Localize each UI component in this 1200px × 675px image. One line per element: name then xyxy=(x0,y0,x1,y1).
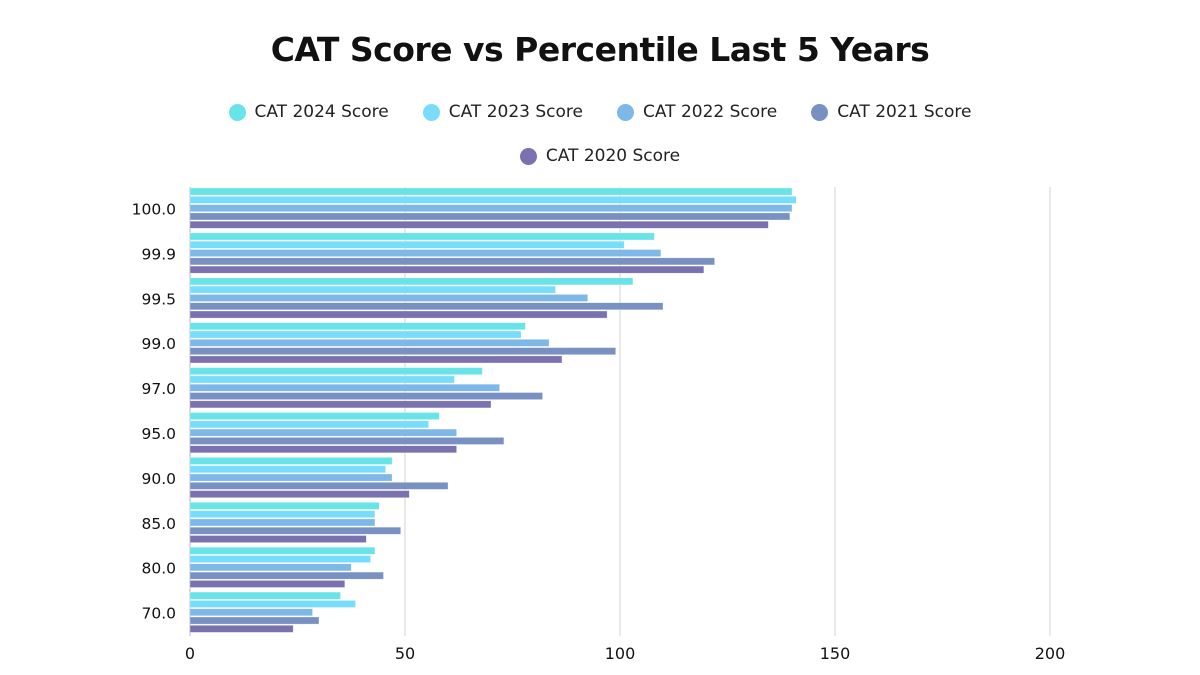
legend-item-2023: CAT 2023 Score xyxy=(422,102,583,122)
bar-cat-2023-score-100.0 xyxy=(189,196,797,204)
bar-cat-2024-score-90.0 xyxy=(189,457,393,465)
y-tick-label: 85.0 xyxy=(141,515,176,533)
bar-cat-2021-score-97.0 xyxy=(189,392,543,400)
y-tick-label: 95.0 xyxy=(141,425,176,443)
bar-cat-2023-score-97.0 xyxy=(189,375,455,384)
bar-cat-2021-score-80.0 xyxy=(189,571,384,580)
y-tick-label: 99.9 xyxy=(141,245,176,263)
legend-label: CAT 2024 Score xyxy=(254,102,389,122)
bar-cat-2020-score-70.0 xyxy=(189,624,294,633)
legend-item-2020: CAT 2020 Score xyxy=(519,146,681,166)
bar-cat-2023-score-90.0 xyxy=(189,465,386,474)
legend-row-2: CAT 2020 Score xyxy=(0,146,1200,166)
bar-cat-2021-score-90.0 xyxy=(189,481,449,490)
bar-cat-2022-score-95.0 xyxy=(189,428,457,437)
x-tick-label: 200 xyxy=(1035,644,1066,663)
bar-cat-2022-score-97.0 xyxy=(189,383,500,392)
y-tick-label: 70.0 xyxy=(141,605,176,623)
bar-cat-2022-score-99.5 xyxy=(189,294,589,302)
x-tick-label: 150 xyxy=(820,644,851,663)
bar-cat-2022-score-90.0 xyxy=(189,473,393,482)
bar-cat-2021-score-100.0 xyxy=(189,212,791,221)
bar-cat-2020-score-85.0 xyxy=(189,535,367,543)
bar-cat-2022-score-99.9 xyxy=(189,249,662,257)
bar-cat-2020-score-100.0 xyxy=(189,220,769,229)
bar-cat-2023-score-99.0 xyxy=(189,330,522,339)
bar-cat-2020-score-99.5 xyxy=(189,310,608,319)
chart-title: CAT Score vs Percentile Last 5 Years xyxy=(270,30,930,69)
bar-cat-2024-score-99.5 xyxy=(189,277,634,286)
bar-cat-2023-score-99.9 xyxy=(189,240,625,249)
bar-cat-2021-score-99.0 xyxy=(189,347,617,356)
y-tick-label: 99.0 xyxy=(141,335,176,353)
bar-cat-2023-score-85.0 xyxy=(189,510,376,519)
bar-cat-2021-score-85.0 xyxy=(189,526,401,535)
bar-cat-2021-score-70.0 xyxy=(189,616,320,625)
legend-item-2021: CAT 2021 Score xyxy=(811,102,972,122)
bar-cat-2020-score-90.0 xyxy=(189,490,410,499)
bar-cat-2020-score-99.9 xyxy=(189,265,705,274)
bar-cat-2020-score-80.0 xyxy=(189,580,346,588)
bar-cat-2024-score-99.9 xyxy=(189,232,655,241)
bar-cat-2021-score-99.9 xyxy=(189,257,715,266)
bar-cat-2021-score-99.5 xyxy=(189,302,664,311)
legend-swatch xyxy=(811,103,829,121)
bar-cat-2022-score-85.0 xyxy=(189,518,376,527)
bar-cat-2023-score-80.0 xyxy=(189,555,371,563)
bar-cat-2024-score-80.0 xyxy=(189,546,376,555)
bar-cat-2022-score-99.0 xyxy=(189,338,550,347)
legend-label: CAT 2020 Score xyxy=(545,146,681,166)
y-tick-label: 100.0 xyxy=(132,200,176,218)
legend-label: CAT 2022 Score xyxy=(643,102,778,122)
legend: CAT 2024 Score CAT 2023 Score CAT 2022 S… xyxy=(0,102,1200,122)
y-tick-label: 99.5 xyxy=(141,290,176,308)
legend-swatch xyxy=(519,147,537,165)
bar-cat-2022-score-80.0 xyxy=(189,563,352,572)
legend-swatch xyxy=(228,103,246,121)
bar-cat-2024-score-100.0 xyxy=(189,187,793,196)
bar-cat-2020-score-97.0 xyxy=(189,400,492,409)
bar-cat-2024-score-95.0 xyxy=(189,412,440,420)
y-tick-label: 97.0 xyxy=(141,380,176,398)
bar-cat-2022-score-70.0 xyxy=(189,608,313,617)
legend-item-2022: CAT 2022 Score xyxy=(617,102,777,122)
legend-swatch xyxy=(617,103,634,121)
bar-cat-2022-score-100.0 xyxy=(189,204,793,213)
legend-item-2024: CAT 2024 Score xyxy=(228,102,389,122)
legend-label: CAT 2023 Score xyxy=(448,102,583,122)
x-tick-label: 100 xyxy=(605,644,636,663)
legend-swatch xyxy=(422,103,440,121)
legend-label: CAT 2021 Score xyxy=(837,102,972,122)
bar-cat-2023-score-70.0 xyxy=(189,600,356,608)
bar-cat-2023-score-95.0 xyxy=(189,420,429,429)
bar-cat-2024-score-97.0 xyxy=(189,367,483,376)
y-tick-label: 80.0 xyxy=(141,560,176,578)
bar-cat-2020-score-99.0 xyxy=(189,355,563,364)
x-tick-label: 0 xyxy=(185,644,195,663)
bar-cat-2024-score-85.0 xyxy=(189,501,380,510)
bar-cat-2021-score-95.0 xyxy=(189,437,505,445)
bar-cat-2024-score-99.0 xyxy=(189,322,526,331)
x-tick-label: 50 xyxy=(395,644,415,663)
bar-cat-2023-score-99.5 xyxy=(189,285,556,294)
bar-cat-2024-score-70.0 xyxy=(189,591,341,600)
y-tick-label: 90.0 xyxy=(141,470,176,488)
bar-cat-2020-score-95.0 xyxy=(189,445,457,454)
